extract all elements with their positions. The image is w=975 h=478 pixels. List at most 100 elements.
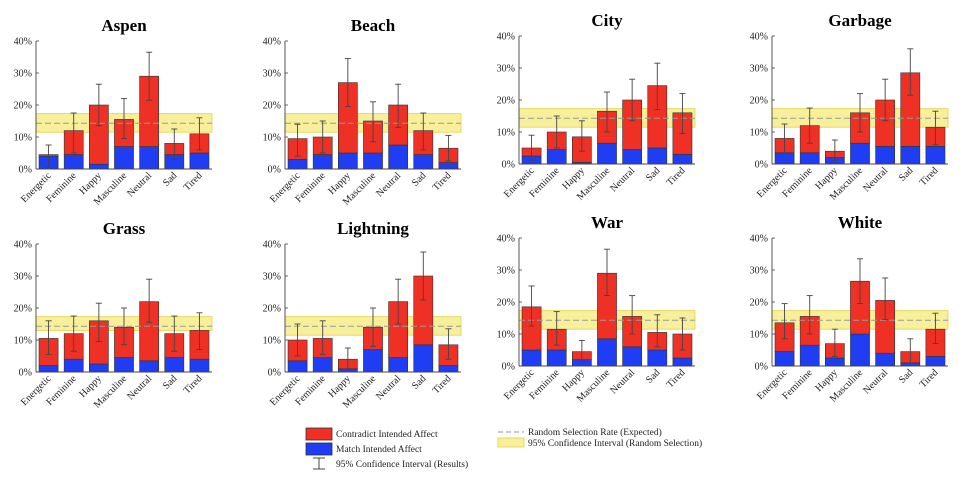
bar-match-sad [900, 362, 921, 367]
y-tick-label: 30% [263, 272, 281, 283]
error-bar-feminine [806, 295, 813, 335]
bar-match-tired [189, 358, 210, 373]
x-tick-label: Sad [897, 367, 915, 385]
error-bar-masculine [370, 101, 376, 143]
bar-match-happy [89, 163, 109, 170]
chart-beach: Beach0%10%20%30%40%EnergeticFeminineHapp… [263, 16, 462, 208]
y-tick-label: 40% [263, 240, 281, 251]
legend-contradict: Contradict Intended Affect [305, 427, 438, 441]
error-bar-feminine [553, 115, 560, 149]
x-tick-label: Sad [410, 170, 428, 188]
bar-match-tired [189, 152, 210, 170]
error-bar-energetic [781, 303, 788, 340]
y-tick-label: 30% [14, 69, 32, 80]
x-tick-label: Sad [410, 373, 428, 391]
error-bar-neutral [629, 295, 636, 335]
legend-contradict-swatch [305, 427, 333, 441]
bar-match-tired [438, 162, 459, 170]
bar-match-happy [89, 363, 109, 373]
bar-match-masculine [114, 146, 134, 170]
error-bar-neutral [882, 277, 889, 321]
legend-random-rate: Random Selection Rate (Expected) [498, 427, 662, 438]
bar-match-sad [647, 349, 668, 367]
error-bar-happy [831, 139, 838, 162]
bar-match-happy [338, 368, 358, 373]
chart-war: War0%10%20%30%40%EnergeticFeminineHappyM… [497, 213, 696, 405]
x-tick-label: Tired [182, 373, 205, 396]
error-bar-feminine [70, 112, 77, 154]
error-bar-neutral [146, 51, 153, 101]
bar-match-neutral [622, 149, 642, 165]
error-bar-neutral [395, 278, 402, 325]
chart-title: White [838, 213, 883, 232]
bar-match-masculine [597, 142, 617, 165]
bar-match-sad [164, 357, 185, 373]
error-bar-energetic [528, 285, 535, 327]
legend-ci-random-swatch [497, 437, 525, 448]
bar-match-sad [647, 147, 668, 165]
bar-match-masculine [850, 333, 870, 367]
error-bar-tired [196, 312, 203, 351]
x-tick-label: Sad [161, 373, 179, 391]
legend-ci-random-label: 95% Confidence Interval (Random Selectio… [528, 438, 702, 449]
error-bar-happy [831, 328, 838, 357]
y-tick-label: 30% [263, 69, 281, 80]
bar-match-energetic [774, 351, 795, 367]
error-bar-happy [344, 58, 351, 108]
y-tick-label: 40% [14, 240, 32, 251]
bar-match-feminine [799, 344, 820, 367]
chart-aspen: Aspen0%10%20%30%40%EnergeticFeminineHapp… [14, 16, 213, 208]
x-tick-label: Tired [665, 367, 688, 390]
bar-match-neutral [388, 144, 408, 170]
x-tick-label: Tired [665, 165, 688, 188]
bar-match-tired [925, 146, 946, 165]
error-bar-feminine [553, 311, 560, 346]
chart-title: City [591, 11, 623, 30]
error-bar-neutral [395, 83, 402, 128]
y-tick-label: 0% [502, 160, 515, 171]
error-bar-happy [95, 302, 102, 343]
bar-match-sad [413, 154, 434, 170]
x-tick-label: Neutral [608, 367, 637, 396]
y-tick-label: 0% [268, 368, 281, 379]
bar-match-feminine [546, 349, 567, 367]
error-bar-tired [445, 134, 452, 162]
y-tick-label: 40% [750, 32, 768, 43]
x-tick-label: Neutral [861, 165, 890, 194]
x-tick-label: Sad [644, 367, 662, 385]
y-tick-label: 10% [263, 133, 281, 144]
x-tick-label: Neutral [125, 373, 154, 402]
y-tick-label: 40% [750, 234, 768, 245]
error-bar-sad [420, 251, 427, 301]
error-bar-energetic [45, 144, 52, 168]
bar-match-energetic [521, 349, 542, 367]
bar-match-feminine [63, 154, 84, 170]
chart-lightning: Lightning0%10%20%30%40%EnergeticFeminine… [263, 219, 462, 411]
bar-match-tired [925, 356, 946, 367]
error-bar-masculine [857, 93, 863, 133]
chart-title: Beach [351, 16, 396, 35]
error-bar-sad [171, 315, 178, 352]
y-tick-label: 0% [755, 160, 768, 171]
error-bar-sad [654, 62, 661, 111]
y-tick-label: 10% [14, 133, 32, 144]
error-bar-happy [344, 347, 351, 370]
error-bar-energetic [294, 123, 301, 157]
y-tick-label: 20% [263, 101, 281, 112]
bar-match-masculine [363, 152, 383, 170]
bar-match-neutral [388, 357, 408, 373]
bar-match-energetic [774, 152, 795, 165]
y-tick-label: 40% [263, 37, 281, 48]
y-tick-label: 0% [19, 165, 32, 176]
y-tick-label: 20% [750, 298, 768, 309]
bar-match-neutral [875, 146, 895, 165]
error-bar-tired [445, 328, 452, 360]
bar-match-sad [900, 146, 921, 165]
error-bar-energetic [45, 320, 52, 355]
legend-ci-results-label: 95% Confidence Interval (Results) [336, 459, 468, 470]
y-tick-label: 40% [497, 32, 515, 43]
error-bar-feminine [70, 315, 77, 352]
y-tick-label: 20% [14, 304, 32, 315]
x-tick-label: Neutral [374, 170, 403, 199]
legend-match-swatch [305, 442, 333, 456]
